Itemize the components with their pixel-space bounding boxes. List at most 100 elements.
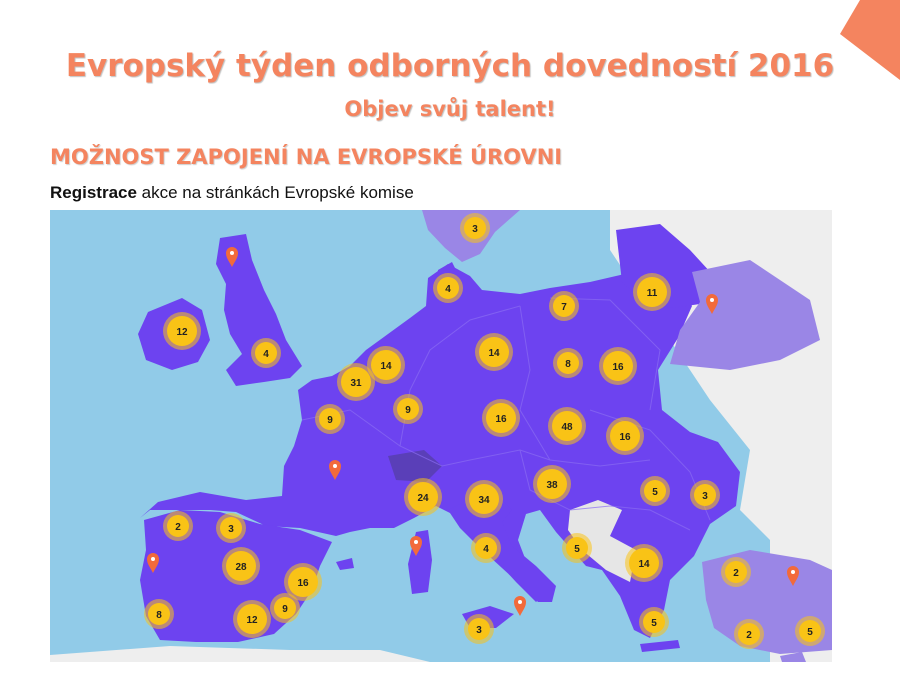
land-cyprus — [780, 652, 806, 662]
cluster-core — [237, 604, 267, 634]
cluster-core — [610, 421, 640, 451]
cluster-count: 2 — [175, 522, 181, 533]
slide-subtitle: Objev svůj talent! — [344, 97, 556, 121]
location-marker-portugal-coast[interactable] — [147, 553, 159, 573]
cluster-turkey-south[interactable]: 2 — [734, 619, 764, 649]
cluster-core — [397, 398, 419, 420]
cluster-balkans[interactable]: 5 — [562, 533, 592, 563]
cluster-spain-north[interactable]: 2 — [163, 511, 193, 541]
cluster-core — [341, 367, 371, 397]
cluster-austria[interactable]: 38 — [533, 465, 571, 503]
cluster-core — [371, 350, 401, 380]
cluster-poland-east[interactable]: 16 — [599, 347, 637, 385]
cluster-core — [603, 351, 633, 381]
cluster-turkey-east[interactable]: 5 — [795, 616, 825, 646]
cluster-spain-south[interactable]: 12 — [233, 600, 271, 638]
land-balkans-non-member — [568, 500, 636, 582]
cluster-count: 5 — [574, 544, 580, 555]
cluster-denmark[interactable]: 4 — [433, 273, 463, 303]
location-marker-corsica[interactable] — [410, 536, 422, 556]
cluster-spain-southeast[interactable]: 9 — [270, 593, 300, 623]
location-marker-france[interactable] — [329, 460, 341, 480]
cluster-ireland[interactable]: 12 — [163, 312, 201, 350]
map-pin-icon — [410, 536, 422, 556]
cluster-core — [643, 611, 665, 633]
cluster-latvia[interactable]: 11 — [633, 273, 671, 311]
cluster-turkey-west[interactable]: 2 — [721, 557, 751, 587]
map-pin-icon — [787, 566, 799, 586]
map-pin-dot — [333, 464, 337, 468]
cluster-germany-north[interactable]: 14 — [475, 333, 513, 371]
map-pin-dot — [518, 600, 522, 604]
section-heading: MOŽNOST ZAPOJENÍ NA EVROPSKÉ ÚROVNI — [50, 145, 563, 169]
cluster-romania-east[interactable]: 3 — [690, 480, 720, 510]
cluster-italy-center[interactable]: 4 — [471, 533, 501, 563]
cluster-count: 11 — [647, 288, 658, 299]
cluster-count: 16 — [612, 362, 624, 373]
cluster-core — [557, 352, 579, 374]
cluster-count: 5 — [652, 487, 658, 498]
map-pin-dot — [151, 557, 155, 561]
map-pin-icon — [226, 247, 238, 267]
cluster-core — [468, 618, 490, 640]
cluster-count: 2 — [733, 568, 739, 579]
registration-description: Registrace akce na stránkách Evropské ko… — [50, 183, 414, 203]
cluster-count: 3 — [472, 224, 478, 235]
map-pin-icon — [147, 553, 159, 573]
location-marker-calabria[interactable] — [514, 596, 526, 616]
registration-rest: akce na stránkách Evropské komise — [136, 183, 414, 202]
cluster-italy-north[interactable]: 34 — [465, 480, 503, 518]
cluster-core — [566, 537, 588, 559]
cluster-greece[interactable]: 5 — [639, 607, 669, 637]
location-marker-turkey[interactable] — [787, 566, 799, 586]
cluster-france-north[interactable]: 9 — [315, 404, 345, 434]
cluster-sicily[interactable]: 3 — [464, 614, 494, 644]
cluster-count: 8 — [565, 359, 571, 370]
cluster-count: 3 — [228, 524, 234, 535]
cluster-germany-south[interactable]: 16 — [482, 399, 520, 437]
cluster-count: 24 — [417, 493, 429, 504]
cluster-netherlands[interactable]: 14 — [367, 346, 405, 384]
cluster-count: 4 — [483, 544, 489, 555]
cluster-core — [738, 623, 760, 645]
cluster-core — [255, 342, 277, 364]
location-marker-belarus[interactable] — [706, 294, 718, 314]
map-pin-dot — [414, 540, 418, 544]
cluster-uk[interactable]: 4 — [251, 338, 281, 368]
cluster-poland-north[interactable]: 7 — [549, 291, 579, 321]
cluster-switzerland-italy[interactable]: 24 — [404, 478, 442, 516]
cluster-count: 4 — [445, 284, 451, 295]
cluster-portugal[interactable]: 8 — [144, 599, 174, 629]
cluster-count: 5 — [651, 618, 657, 629]
cluster-count: 9 — [327, 415, 333, 426]
cluster-belgium[interactable]: 31 — [337, 363, 375, 401]
cluster-core — [469, 484, 499, 514]
cluster-count: 2 — [746, 630, 752, 641]
cluster-luxembourg[interactable]: 9 — [393, 394, 423, 424]
cluster-ukraine-west[interactable]: 16 — [606, 417, 644, 455]
cluster-spain-east[interactable]: 16 — [284, 563, 322, 601]
cluster-count: 14 — [488, 348, 500, 359]
cluster-romania-west[interactable]: 5 — [640, 476, 670, 506]
land-north-africa — [50, 646, 430, 662]
cluster-bulgaria[interactable]: 14 — [625, 544, 663, 582]
cluster-core — [408, 482, 438, 512]
slide-title: Evropský týden odborných dovedností 2016 — [65, 48, 835, 84]
cluster-core — [319, 408, 341, 430]
location-marker-scotland[interactable] — [226, 247, 238, 267]
cluster-count: 16 — [495, 414, 507, 425]
cluster-count: 8 — [156, 610, 162, 621]
cluster-czech-slovakia[interactable]: 48 — [548, 407, 586, 445]
cluster-count: 16 — [619, 432, 631, 443]
cluster-core — [637, 277, 667, 307]
cluster-core — [694, 484, 716, 506]
cluster-core — [552, 411, 582, 441]
cluster-spain-northeast[interactable]: 3 — [216, 513, 246, 543]
cluster-spain-center[interactable]: 28 — [222, 547, 260, 585]
cluster-scandinavia[interactable]: 3 — [460, 213, 490, 243]
land-balearic — [336, 558, 354, 570]
cluster-poland-center[interactable]: 8 — [553, 348, 583, 378]
cluster-core — [799, 620, 821, 642]
